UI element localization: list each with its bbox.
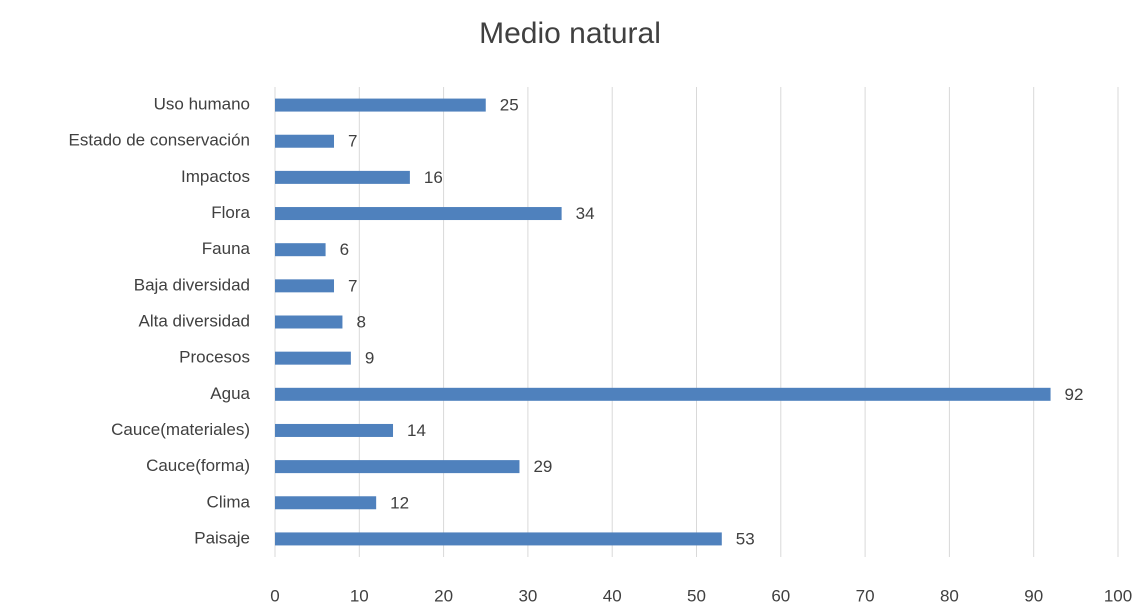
- bar: [275, 134, 335, 148]
- data-label: 12: [390, 493, 409, 512]
- y-tick-label: Cauce(materiales): [111, 420, 250, 439]
- data-label: 6: [340, 240, 349, 259]
- y-tick-label: Procesos: [179, 348, 250, 367]
- x-tick-label: 20: [434, 586, 453, 605]
- bar: [275, 460, 520, 474]
- y-tick-label: Baja diversidad: [134, 275, 250, 294]
- data-label: 25: [500, 96, 519, 115]
- y-tick-label: Uso humano: [154, 95, 250, 114]
- bar: [275, 496, 377, 510]
- y-tick-label: Impactos: [181, 167, 250, 186]
- x-tick-label: 50: [687, 586, 706, 605]
- y-tick-label: Fauna: [202, 239, 251, 258]
- bar: [275, 423, 394, 437]
- data-label: 34: [576, 204, 595, 223]
- data-label: 7: [348, 132, 357, 151]
- data-label: 53: [736, 529, 755, 548]
- data-label: 92: [1065, 385, 1084, 404]
- x-tick-label: 60: [771, 586, 790, 605]
- bar: [275, 243, 326, 257]
- data-label: 14: [407, 421, 426, 440]
- bar: [275, 98, 486, 112]
- bar: [275, 207, 562, 221]
- y-tick-label: Agua: [210, 384, 250, 403]
- x-tick-label: 70: [856, 586, 875, 605]
- bar: [275, 351, 351, 365]
- x-tick-label: 100: [1104, 586, 1132, 605]
- y-tick-label: Paisaje: [194, 528, 250, 547]
- x-tick-label: 10: [350, 586, 369, 605]
- y-tick-label: Alta diversidad: [138, 311, 250, 330]
- data-label: 9: [365, 349, 374, 368]
- y-tick-label: Clima: [207, 492, 251, 511]
- data-label: 29: [533, 457, 552, 476]
- x-tick-label: 80: [940, 586, 959, 605]
- x-tick-label: 0: [270, 586, 279, 605]
- chart-title: Medio natural: [479, 17, 661, 50]
- y-tick-label: Cauce(forma): [146, 456, 250, 475]
- bar: [275, 315, 343, 329]
- x-tick-label: 30: [518, 586, 537, 605]
- data-label: 7: [348, 276, 357, 295]
- x-tick-label: 40: [603, 586, 622, 605]
- y-tick-label: Estado de conservación: [69, 131, 250, 150]
- x-tick-label: 90: [1024, 586, 1043, 605]
- bar: [275, 532, 722, 546]
- bar: [275, 387, 1051, 401]
- data-label: 8: [356, 312, 365, 331]
- data-label: 16: [424, 168, 443, 187]
- y-tick-label: Flora: [211, 203, 250, 222]
- bar: [275, 170, 410, 184]
- bar: [275, 279, 335, 293]
